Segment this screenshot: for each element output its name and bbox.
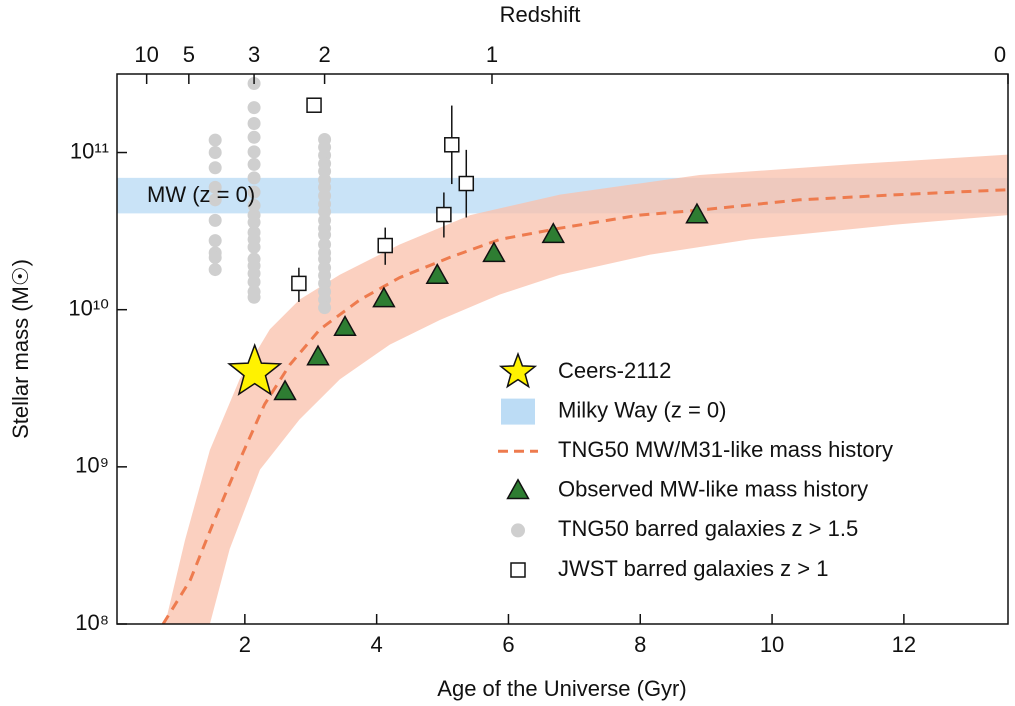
- legend-label: TNG50 barred galaxies z > 1.5: [558, 516, 858, 541]
- plot-frame: [116, 73, 1009, 625]
- observed-triangle: [541, 222, 566, 244]
- y-axis-label: Stellar mass (M☉): [8, 259, 33, 439]
- tng50-dot: [247, 157, 261, 171]
- y-tick-label: 10⁸: [75, 610, 109, 635]
- legend-label: Observed MW-like mass history: [558, 477, 868, 502]
- legend-dot: [511, 523, 525, 538]
- legend-label: TNG50 MW/M31-like mass history: [558, 437, 893, 462]
- legend-square: [510, 562, 526, 578]
- mw-annotation: MW (z = 0): [147, 182, 255, 207]
- x-tick-label: 8: [634, 632, 646, 657]
- tng50-dot: [208, 146, 222, 160]
- tng50-band: [165, 154, 1008, 624]
- tng50-dot: [247, 275, 261, 289]
- legend-label: Milky Way (z = 0): [558, 397, 726, 422]
- x-tick-label: 12: [892, 632, 916, 657]
- x-tick-label: 2: [239, 632, 251, 657]
- x-axis-label: Age of the Universe (Gyr): [437, 676, 686, 701]
- tng50-dot: [247, 130, 261, 144]
- tng50-dot: [208, 193, 222, 207]
- observed-triangle: [372, 286, 396, 308]
- top-tick-label: 1: [486, 42, 498, 67]
- observed-triangle: [273, 379, 297, 401]
- y-tick-label: 10⁹: [75, 453, 109, 478]
- observed-triangle: [333, 314, 357, 336]
- tng50-dot: [247, 199, 261, 213]
- tng50-dot: [318, 301, 332, 315]
- tng50-dot: [318, 228, 332, 242]
- tng50-dot: [247, 185, 261, 199]
- top-tick-label: 3: [248, 42, 260, 67]
- x-tick-label: 4: [371, 632, 383, 657]
- plot-area: [117, 76, 1008, 624]
- tng50-dot: [247, 171, 261, 185]
- tng50-dot: [208, 250, 222, 264]
- tng50-dot: [247, 240, 261, 254]
- tng50-dot: [247, 290, 261, 304]
- x-tick-label: 6: [502, 632, 514, 657]
- top-axis-label: Redshift: [500, 2, 581, 27]
- ceers-star: [227, 343, 283, 396]
- observed-triangle: [685, 202, 709, 224]
- legend-label: JWST barred galaxies z > 1: [558, 556, 828, 581]
- y-tick-label: 10¹⁰: [68, 295, 109, 320]
- tng50-dot: [208, 180, 222, 194]
- y-tick-label: 10¹¹: [70, 138, 109, 163]
- observed-triangle: [425, 262, 450, 284]
- tng50-line: [161, 188, 1008, 624]
- tng50-dot: [208, 263, 222, 277]
- tng50-dot: [208, 133, 222, 147]
- tng50-dot: [208, 161, 222, 175]
- jwst-square: [306, 97, 322, 113]
- x-tick-label: 10: [760, 632, 784, 657]
- top-tick-label: 0: [994, 42, 1006, 67]
- observed-triangle: [482, 241, 506, 263]
- observed-triangle: [306, 344, 330, 366]
- tng50-dot: [208, 234, 222, 248]
- jwst-square: [458, 175, 475, 192]
- jwst-square: [436, 206, 452, 223]
- legend-star: [498, 351, 538, 389]
- tng50-dot: [247, 117, 261, 131]
- tng50-dot: [247, 101, 261, 115]
- jwst-square: [291, 275, 307, 292]
- tng50-dot: [208, 213, 222, 227]
- top-tick-label: 10: [134, 42, 158, 67]
- jwst-square: [377, 237, 393, 254]
- legend-triangle: [506, 478, 530, 500]
- top-tick-label: 2: [318, 42, 330, 67]
- tng50-dot: [247, 215, 261, 229]
- top-tick-label: 5: [183, 42, 195, 67]
- legend-label: Ceers-2112: [558, 358, 671, 383]
- legend: Ceers-2112 Milky Way (z = 0) TNG50 MW/M31-…: [498, 351, 893, 581]
- legend-band: [501, 398, 535, 425]
- tng50-dot: [247, 145, 261, 159]
- jwst-square: [444, 137, 460, 153]
